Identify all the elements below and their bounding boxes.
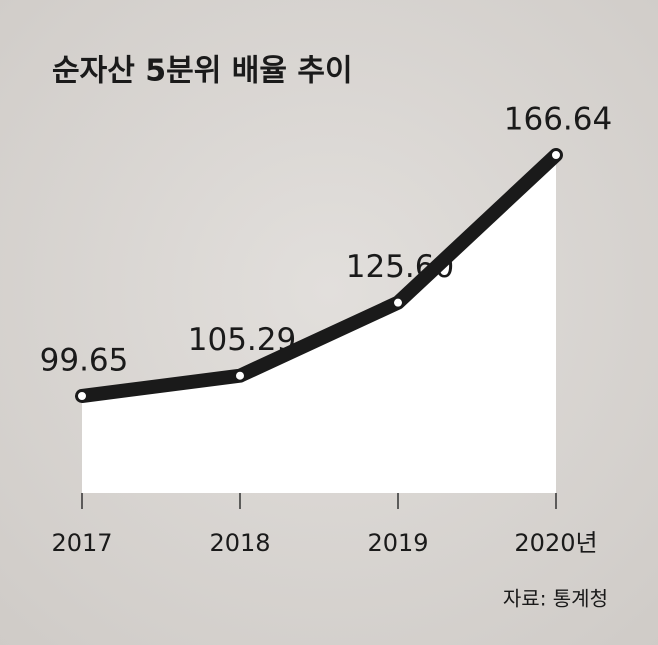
point xyxy=(234,369,246,382)
x-tick-label: 2020년 xyxy=(514,529,597,557)
point xyxy=(550,149,562,161)
area xyxy=(82,155,556,493)
data-label: 166.64 xyxy=(504,102,612,138)
x-tick-label: 2019 xyxy=(367,529,428,557)
line xyxy=(75,148,563,403)
data-label: 125.60 xyxy=(346,249,454,285)
data-label: 99.65 xyxy=(40,343,129,379)
point xyxy=(392,296,404,309)
point xyxy=(76,390,88,402)
data-label: 105.29 xyxy=(188,322,296,358)
source: 자료: 통계청 xyxy=(503,587,608,611)
x-tick-label: 2018 xyxy=(209,529,270,557)
x-tick-label: 2017 xyxy=(51,529,112,557)
chart-title: 순자산 5분위 배율 추이 xyxy=(52,54,353,89)
